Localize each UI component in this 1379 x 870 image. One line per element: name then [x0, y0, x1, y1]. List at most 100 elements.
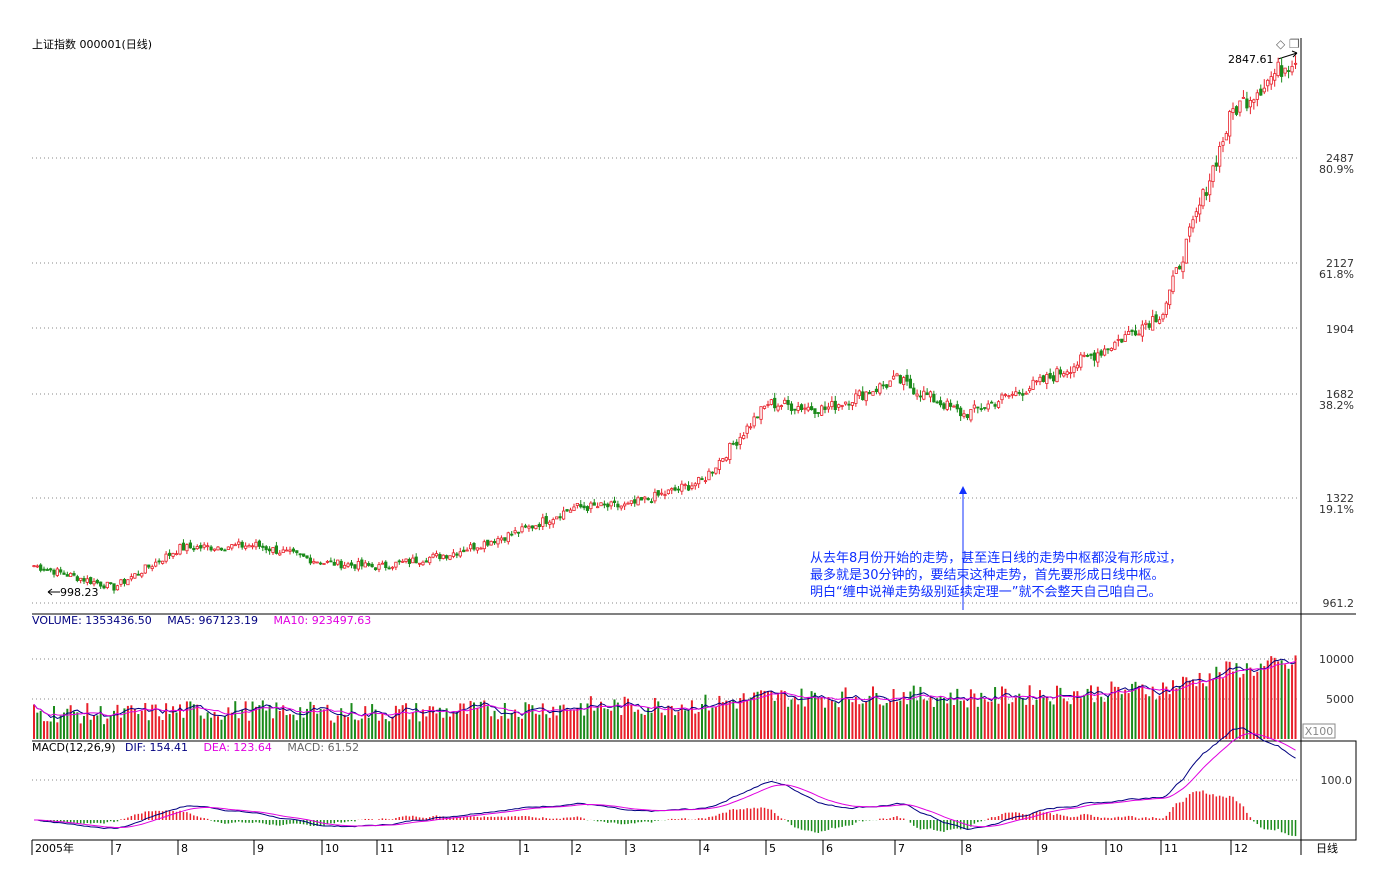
volume-bar — [248, 720, 251, 739]
candle-up — [1269, 76, 1273, 85]
dea-value: 123.64 — [233, 741, 272, 754]
volume-bar — [1280, 660, 1283, 739]
volume-bar — [1270, 656, 1273, 739]
volume-bar — [199, 715, 202, 739]
candle-up — [458, 551, 462, 557]
candle-down — [257, 540, 262, 547]
candle-up — [133, 573, 137, 579]
volume-bar — [459, 703, 462, 739]
volume-bar — [1007, 703, 1010, 739]
candle-down — [353, 564, 357, 569]
volume-bar — [589, 696, 592, 739]
candle-down — [656, 490, 660, 496]
candle-down — [1120, 338, 1124, 343]
volume-bar — [667, 705, 670, 739]
candle-up — [783, 399, 787, 404]
volume-bar — [1096, 686, 1099, 739]
candle-up — [448, 555, 452, 560]
volume-bar — [773, 700, 776, 739]
volume-bar — [319, 709, 322, 739]
candle-down — [62, 572, 66, 575]
volume-bar — [1056, 685, 1058, 739]
volume-bar — [53, 706, 55, 739]
low-arrow-icon — [47, 588, 60, 596]
candle-up — [206, 545, 210, 548]
month-label: 7 — [898, 842, 905, 855]
volume-bar — [360, 718, 363, 739]
candle-down — [646, 498, 650, 501]
volume-bar — [783, 691, 786, 739]
volume-bar — [1175, 688, 1178, 739]
candle-up — [401, 560, 405, 563]
candle-up — [394, 561, 398, 568]
candle-down — [537, 523, 541, 528]
candle-up — [105, 581, 109, 588]
volume-bar — [868, 695, 871, 739]
volume-bar — [653, 697, 656, 739]
candle-up — [888, 380, 892, 387]
volume-bar — [770, 690, 773, 739]
candle-up — [1055, 368, 1059, 383]
candle-down — [39, 564, 43, 571]
volume-bar — [449, 716, 451, 739]
candle-up — [496, 538, 500, 545]
month-label: 12 — [451, 842, 465, 855]
candle-up — [776, 405, 780, 411]
candle-down — [813, 408, 817, 414]
volume-bar — [43, 721, 45, 739]
annotation-line: 明白“缠中说禅走势级别延续定理一”就不会整天自己咱自己。 — [810, 584, 1161, 600]
volume-bar — [39, 710, 42, 739]
candle-up — [1140, 324, 1144, 337]
diamond-icon[interactable]: ◇ — [1276, 37, 1286, 51]
candle-down — [592, 502, 596, 506]
candle-up — [129, 576, 133, 580]
volume-bar — [707, 710, 710, 739]
volume-bar — [168, 714, 171, 739]
candle-up — [599, 502, 603, 507]
candle-down — [1089, 353, 1093, 356]
candle-down — [1058, 369, 1062, 375]
candle-down — [1234, 106, 1239, 115]
macd-label: MACD: — [287, 741, 325, 754]
candle-up — [619, 505, 623, 509]
volume-bar — [633, 711, 636, 739]
volume-bar — [939, 695, 942, 739]
volume-bar — [827, 697, 830, 739]
candle-up — [690, 485, 694, 489]
candle-up — [185, 544, 189, 552]
window-icon[interactable]: ❐ — [1289, 37, 1300, 51]
volume-bar — [807, 697, 810, 739]
candle-down — [816, 412, 820, 414]
candle-up — [609, 501, 613, 507]
candle-up — [143, 564, 147, 574]
volume-bar — [425, 716, 428, 739]
ma10-group: MA10: 923497.63 — [274, 614, 378, 627]
candle-down — [384, 561, 388, 568]
candle-down — [240, 541, 244, 548]
candle-up — [92, 581, 96, 585]
candle-up — [548, 521, 552, 525]
volume-bar — [1090, 685, 1092, 739]
volume-bar — [189, 701, 192, 739]
candle-up — [1252, 99, 1256, 103]
volume-bar — [767, 691, 769, 739]
candle-down — [305, 555, 309, 559]
candle-up — [568, 509, 573, 513]
candle-up — [85, 578, 89, 583]
period-label: 日线 — [1316, 841, 1338, 855]
volume-bar — [882, 705, 885, 739]
candle-up — [233, 544, 237, 547]
candle-up — [1276, 61, 1280, 77]
candle-down — [938, 400, 943, 406]
volume-bar — [711, 707, 714, 739]
volume-bar — [1238, 677, 1241, 739]
volume-bar — [59, 715, 62, 739]
volume-bar — [725, 700, 728, 739]
candle-down — [65, 574, 69, 577]
candle-up — [728, 443, 732, 460]
candle-down — [455, 553, 459, 556]
candle-down — [544, 516, 548, 524]
candle-down — [639, 497, 644, 501]
candle-down — [486, 539, 490, 546]
